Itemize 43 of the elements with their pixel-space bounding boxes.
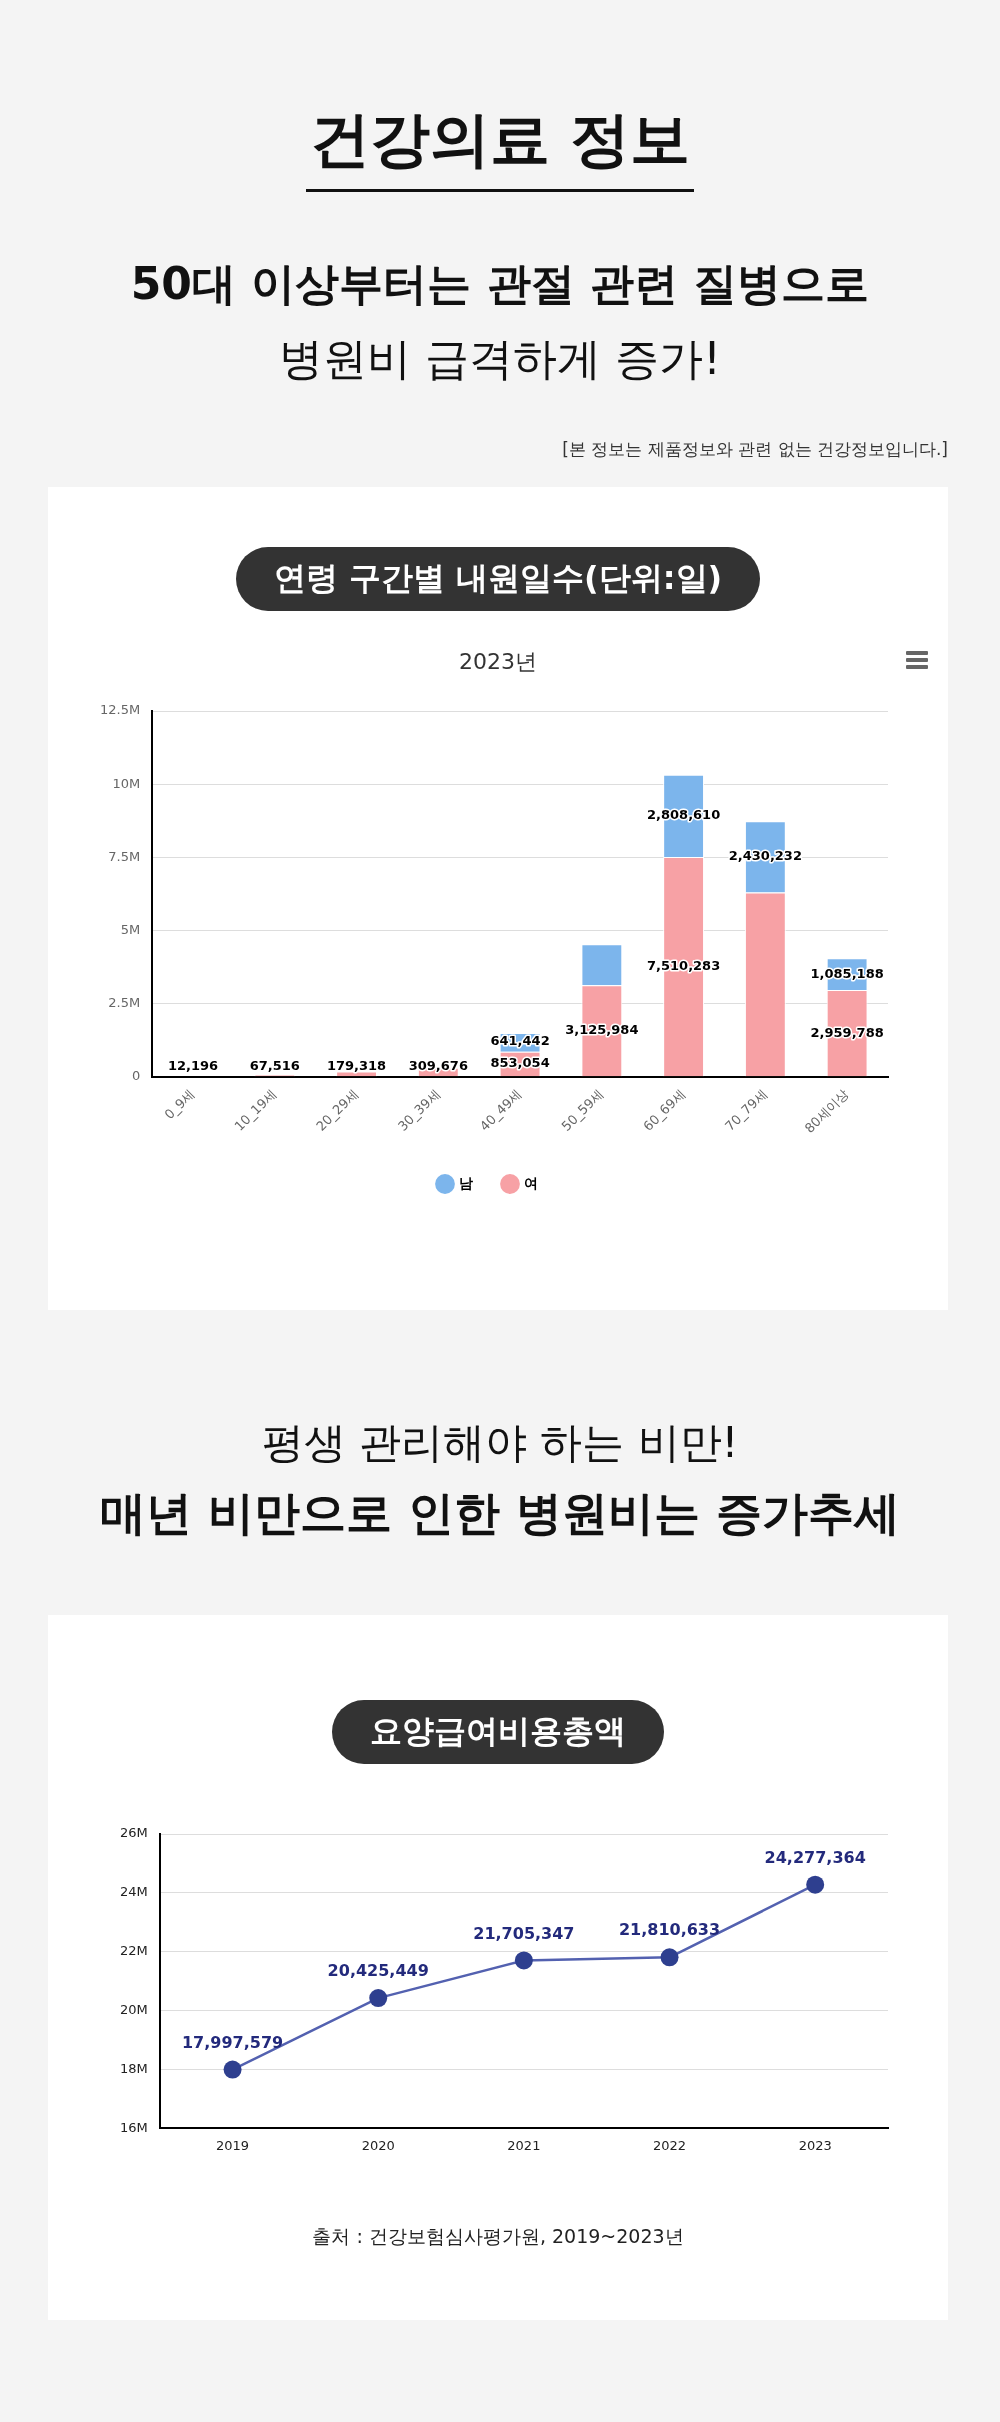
legend-label: 남 [459,1174,473,1191]
chart-title: 요양급여비용총액 [332,1700,664,1764]
x-tick-label: 2019 [216,2137,250,2153]
text: 매년 비만으로 인한 병원비는 증가추세 [98,1485,902,1542]
data-label: 24,277,364 [764,1847,866,1867]
y-tick-label: 12.5M [99,702,141,718]
y-tick-label: 22M [119,1943,148,1959]
y-tick-label: 7.5M [108,848,141,864]
data-label: 12,196 [167,1057,219,1073]
x-tick-label: 2023 [798,2137,832,2153]
data-label: 67,516 [249,1057,300,1073]
y-tick-label: 5M [120,921,141,937]
y-tick-label: 10M [112,775,141,791]
legend-label: 여 [524,1174,538,1191]
y-tick-label: 16M [119,2119,148,2135]
y-tick-label: 20M [119,2002,148,2018]
x-tick-label: 2022 [652,2137,687,2153]
text: 병원비 급격하게 증가! [278,332,722,386]
text: 50대 이상부터는 관절 관련 질병으로 [129,257,871,311]
source-note: 출처 : 건강보험심사평가원, 2019~2023년 [311,2224,685,2249]
x-tick-label: 2020 [361,2137,395,2153]
y-tick-label: 24M [119,1884,148,1900]
data-label: 853,054 [490,1055,550,1071]
y-tick-label: 18M [119,2060,148,2076]
text: 건강의료 정보 [305,100,695,192]
data-label: 3,125,984 [565,1022,639,1038]
data-label: 309,676 [408,1057,468,1073]
y-tick-label: 26M [119,1825,148,1841]
text: 평생 관리해야 하는 비만! [260,1417,740,1469]
text: [본 정보는 제품정보와 관련 없는 건강정보입니다.] [562,438,948,461]
data-label: 2,959,788 [810,1024,884,1040]
data-label: 21,705,347 [473,1923,575,1943]
data-label: 7,510,283 [647,957,721,973]
x-tick-label: 2021 [507,2137,541,2153]
chart-subtitle: 2023년 [458,648,538,676]
data-label: 2,430,232 [728,848,802,864]
data-label: 17,997,579 [181,2032,284,2052]
chart-title: 연령 구간별 내원일수(단위:일) [235,547,761,611]
data-label: 21,810,633 [618,1920,721,1940]
data-label: 20,425,449 [327,1961,429,1981]
y-tick-label: 0 [131,1068,141,1084]
y-tick-label: 2.5M [108,994,141,1010]
data-label: 179,318 [326,1057,387,1073]
